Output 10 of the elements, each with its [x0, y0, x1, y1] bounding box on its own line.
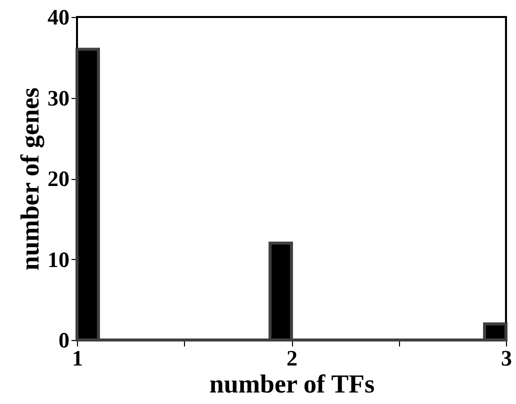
- y-tick-label: 0: [58, 328, 70, 352]
- x-tick-label: 2: [286, 346, 298, 370]
- y-tick-label: 10: [48, 246, 70, 272]
- y-tick-label: 20: [48, 166, 70, 191]
- y-tick-label: 40: [48, 4, 70, 30]
- x-tick-label: 3: [501, 346, 512, 370]
- y-tick-label: 30: [48, 85, 70, 110]
- y-axis-title: number of genes: [16, 88, 44, 270]
- x-tick-label: 1: [72, 346, 83, 370]
- x-axis-title: number of TFs: [209, 370, 375, 398]
